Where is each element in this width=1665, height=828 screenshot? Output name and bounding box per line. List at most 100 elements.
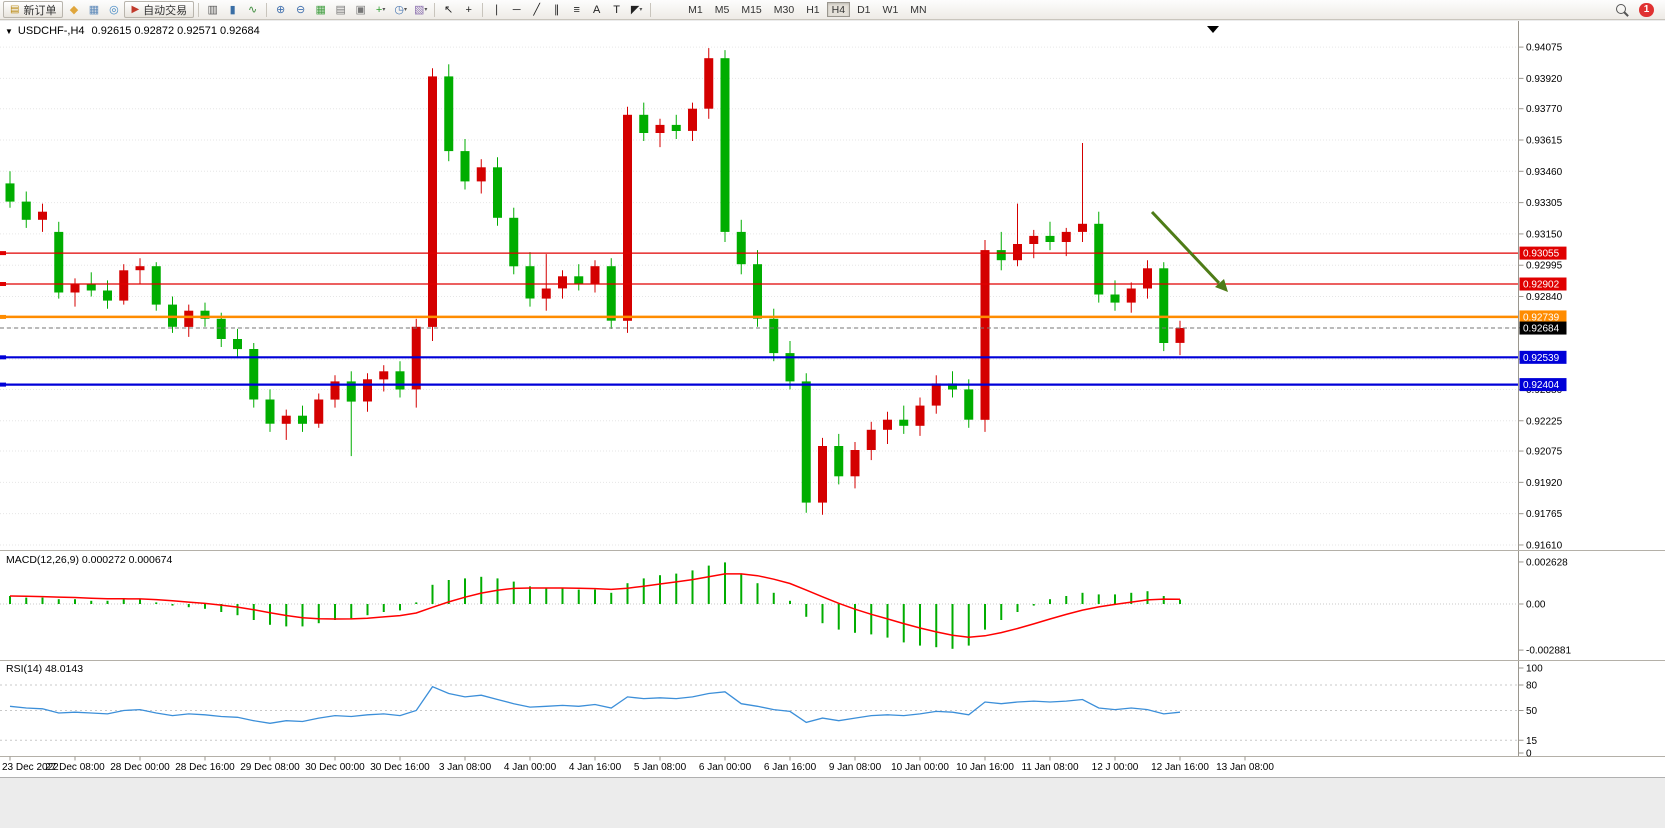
dropdown-caret-icon[interactable]: ▾ xyxy=(424,7,428,13)
candle xyxy=(1175,320,1185,356)
time-axis-label: 10 Jan 00:00 xyxy=(891,762,949,773)
candle xyxy=(395,361,405,398)
candle xyxy=(801,373,811,513)
toolbar-separator xyxy=(482,2,484,17)
price-axis-label: 0.93150 xyxy=(1526,229,1563,240)
timeframe-h1-button[interactable]: H1 xyxy=(806,4,820,16)
search-icon[interactable] xyxy=(1615,3,1629,17)
bottom-panel xyxy=(0,777,1665,828)
line-chart-icon[interactable]: ∿ xyxy=(248,4,258,16)
cascade-windows-icon[interactable]: ▤ xyxy=(335,4,346,16)
svg-text:0.93055: 0.93055 xyxy=(1523,249,1560,260)
bar-chart-icon[interactable]: ▥ xyxy=(207,4,218,16)
price-tag: 0.92739 xyxy=(1519,310,1567,324)
rsi-axis-label: 80 xyxy=(1526,681,1538,692)
candle xyxy=(574,264,584,291)
text-label-icon[interactable]: T xyxy=(613,3,621,16)
time-axis-label: 9 Jan 08:00 xyxy=(829,762,882,773)
candle xyxy=(151,262,161,311)
candle xyxy=(1110,280,1120,311)
timeframe-h4-button[interactable]: H4 xyxy=(826,2,851,17)
market-watch-icon[interactable]: ◆ xyxy=(69,4,79,16)
chart-canvas: 0.94075 0.93920 0.93770 0.93615 0.93460 0.933… xyxy=(0,21,1665,773)
toolbar-separator xyxy=(198,2,200,17)
horizontal-line-icon[interactable]: ─ xyxy=(512,3,521,16)
auto-trading-icon: ▶ xyxy=(131,4,140,15)
timeframe-d1-button[interactable]: D1 xyxy=(857,4,871,16)
candle xyxy=(915,397,925,436)
zoom-in-icon[interactable]: ⊕ xyxy=(276,4,286,16)
candle xyxy=(1159,262,1169,352)
templates-icon[interactable]: ▧ ▾ xyxy=(413,4,428,16)
time-axis-label: 28 Dec 00:00 xyxy=(110,762,170,773)
timeframe-mn-button[interactable]: MN xyxy=(910,4,927,16)
support-line-1[interactable] xyxy=(0,355,1519,360)
time-axis-label: 5 Jan 08:00 xyxy=(634,762,687,773)
time-axis-label: 23 Dec 2022 xyxy=(2,762,59,773)
candle xyxy=(1126,282,1136,313)
chart-title: ▼ USDCHF-,H4 0.92615 0.92872 0.92571 0.9… xyxy=(5,25,260,37)
auto-trading-label: 自动交易 xyxy=(143,4,188,17)
timeframe-m1-button[interactable]: M1 xyxy=(688,4,703,16)
trendline-icon[interactable]: ╱ xyxy=(533,4,540,16)
toolbar-right: 1 xyxy=(1615,2,1654,17)
rsi-axis-label: 50 xyxy=(1526,706,1538,717)
equidistant-channel-icon[interactable]: ∥ xyxy=(553,4,560,16)
support-line-2[interactable] xyxy=(0,382,1519,387)
notification-badge[interactable]: 1 xyxy=(1639,2,1654,17)
candle xyxy=(1013,203,1022,267)
arrange-windows-icon[interactable]: ▣ xyxy=(355,4,366,16)
timeframe-m15-button[interactable]: M15 xyxy=(741,4,762,16)
fibonacci-retracement-icon[interactable]: ≡ xyxy=(573,3,580,16)
candlestick-chart-icon[interactable]: ▮ xyxy=(229,4,236,16)
candle xyxy=(70,278,80,307)
candle xyxy=(298,405,307,432)
candle xyxy=(1061,227,1071,257)
zoom-out-icon[interactable]: ⊖ xyxy=(296,4,306,16)
ohlc-values-label: 0.92615 0.92872 0.92571 0.92684 xyxy=(91,25,260,37)
rsi-axis-label: 0 xyxy=(1526,749,1532,760)
text-icon[interactable]: A xyxy=(592,3,601,16)
candle xyxy=(1143,260,1152,299)
dropdown-caret-icon[interactable]: ▾ xyxy=(639,7,643,13)
candle xyxy=(1029,229,1039,259)
candle xyxy=(103,280,112,309)
cursor-icon[interactable]: ↖ xyxy=(444,4,454,16)
toolbar-separator xyxy=(266,2,268,17)
crosshair-icon[interactable]: + xyxy=(465,3,472,16)
candle xyxy=(996,231,1006,271)
periods-icon[interactable]: ◷ ▾ xyxy=(394,4,407,16)
candle xyxy=(493,157,502,226)
resistance-line-1[interactable] xyxy=(0,251,1519,256)
timeframe-m5-button[interactable]: M5 xyxy=(714,4,730,16)
timeframe-m30-button[interactable]: M30 xyxy=(773,4,795,16)
candle xyxy=(411,318,421,408)
macd-histogram xyxy=(9,562,1181,649)
pivot-line-orange[interactable] xyxy=(0,314,1519,319)
new-order-button[interactable]: ▤ 新订单 xyxy=(3,1,64,18)
dropdown-caret-icon[interactable]: ▾ xyxy=(403,7,407,13)
arrows-shapes-icon[interactable]: ◤ ▾ xyxy=(630,4,643,16)
price-tag: 0.92404 xyxy=(1519,378,1567,392)
candle xyxy=(184,304,194,337)
price-axis-label: 0.92995 xyxy=(1526,261,1563,272)
timeframe-w1-button[interactable]: W1 xyxy=(882,4,899,16)
one-click-trading-toggle[interactable]: ▼ xyxy=(5,26,13,36)
data-window-icon[interactable]: ▦ xyxy=(88,4,100,16)
candle xyxy=(834,433,844,485)
time-axis-label: 10 Jan 16:00 xyxy=(956,762,1014,773)
candle xyxy=(38,203,47,232)
macd-axis-label: 0.00 xyxy=(1526,600,1546,611)
tile-windows-icon[interactable]: ▦ xyxy=(315,4,326,16)
resistance-line-2[interactable] xyxy=(0,282,1519,287)
rsi-indicator-label: RSI(14) 48.0143 xyxy=(6,663,84,675)
alerts-icon[interactable]: ◎ xyxy=(109,4,119,16)
indicators-icon[interactable]: + ▾ xyxy=(375,3,386,16)
vertical-line-icon[interactable]: ∣ xyxy=(493,4,500,16)
auto-trading-button[interactable]: ▶ 自动交易 xyxy=(124,1,195,18)
arrow-annotation[interactable] xyxy=(1150,210,1228,292)
candle xyxy=(363,373,372,412)
time-axis-label: 29 Dec 08:00 xyxy=(240,762,300,773)
dropdown-caret-icon[interactable]: ▾ xyxy=(382,7,386,13)
price-axis-label: 0.93920 xyxy=(1526,74,1563,85)
